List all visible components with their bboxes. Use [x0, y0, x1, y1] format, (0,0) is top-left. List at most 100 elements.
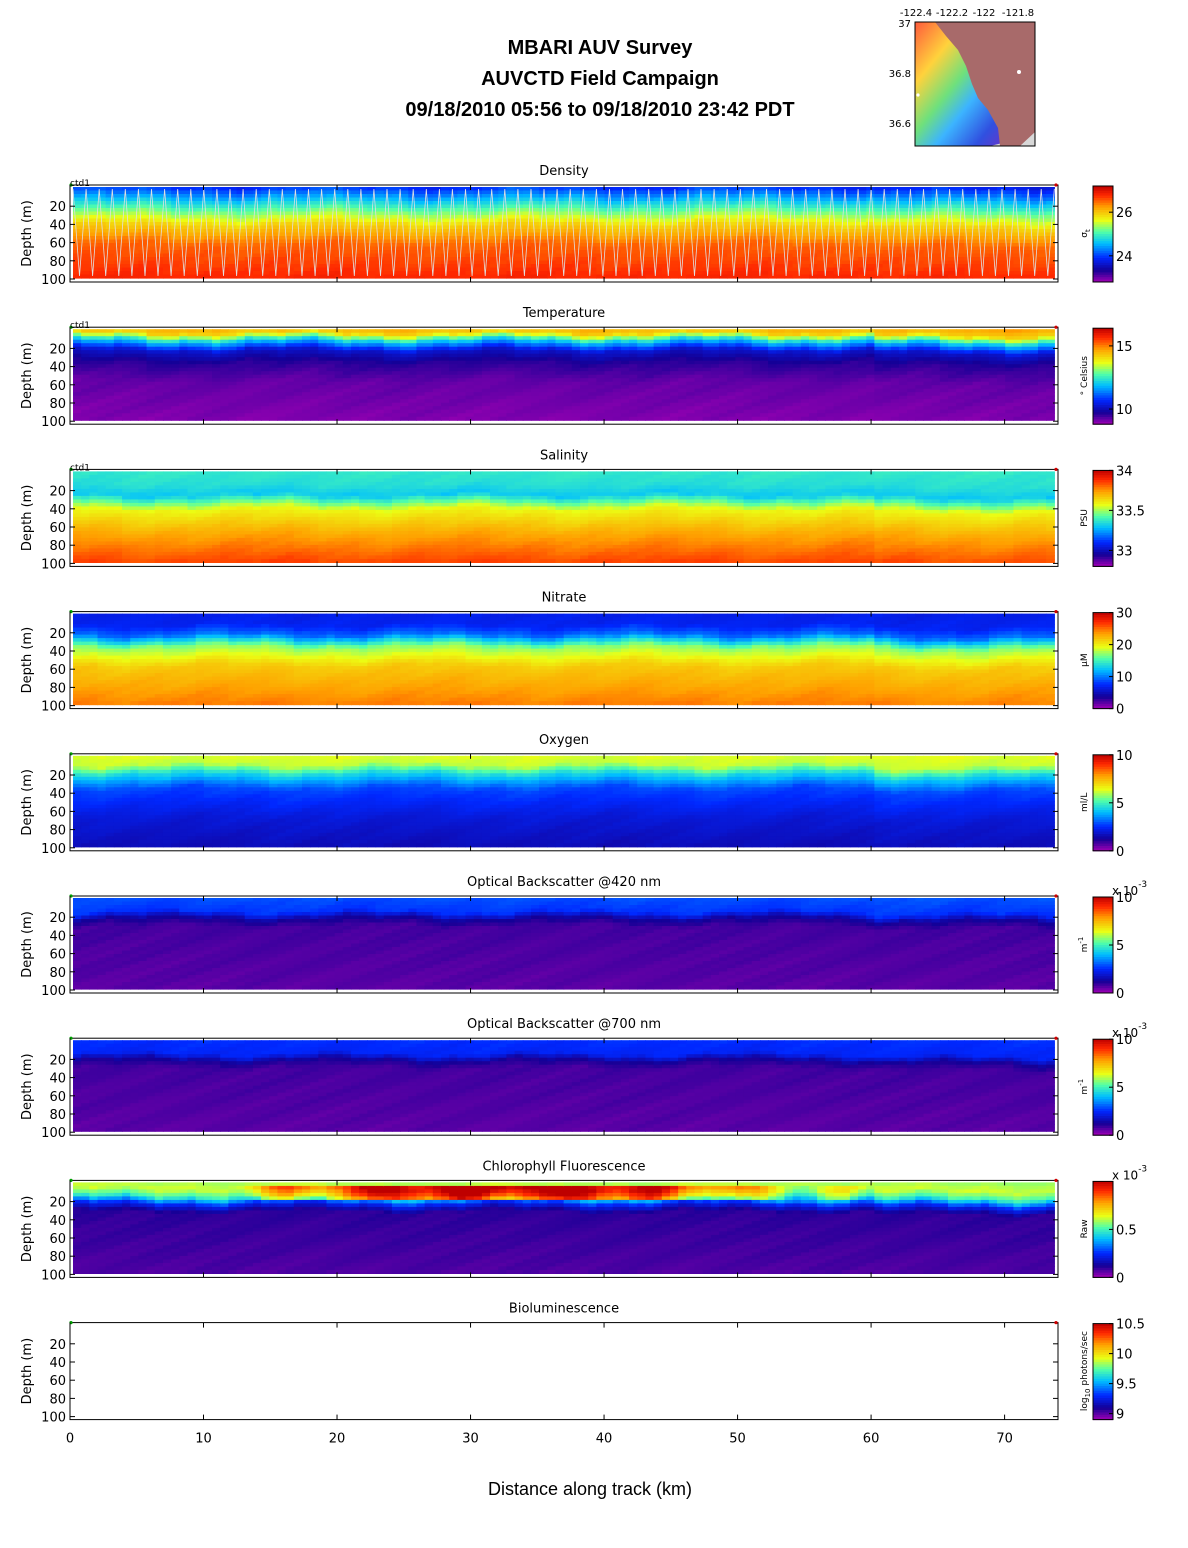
data-cell [997, 187, 1006, 192]
data-cell [400, 399, 409, 404]
data-cell [252, 371, 262, 376]
data-cell [334, 413, 344, 418]
data-cell [580, 218, 589, 223]
data-cell [506, 257, 516, 262]
data-cell [710, 250, 720, 255]
data-cell [351, 388, 360, 393]
data-cell [441, 385, 450, 390]
data-cell [73, 388, 82, 393]
data-cell [890, 257, 900, 262]
data-cell [743, 218, 753, 223]
data-cell [547, 194, 557, 199]
data-cell [351, 197, 360, 202]
data-cell [179, 385, 189, 390]
data-cell [97, 371, 107, 376]
data-cell [203, 260, 213, 265]
data-cell [506, 204, 516, 209]
data-cell [293, 416, 303, 421]
data-cell [1005, 222, 1015, 227]
data-cell [530, 187, 540, 192]
data-cell [441, 374, 450, 379]
data-cell [620, 350, 630, 355]
data-cell [1037, 267, 1047, 272]
data-cell [735, 253, 745, 258]
data-cell [342, 264, 352, 269]
data-cell [220, 343, 229, 348]
data-cell [825, 267, 835, 272]
colorbar-segment [1093, 253, 1113, 257]
data-cell [277, 329, 287, 334]
data-cell [555, 346, 565, 351]
data-cell [808, 267, 818, 272]
data-cell [367, 274, 377, 279]
data-cell [391, 271, 401, 276]
data-cell [498, 190, 508, 195]
data-cell [948, 204, 957, 209]
data-cell [342, 371, 352, 376]
data-cell [293, 197, 303, 202]
data-cell [449, 343, 458, 348]
data-cell [171, 250, 180, 255]
data-cell [187, 381, 197, 386]
data-cell [457, 225, 467, 230]
data-cell [833, 253, 843, 258]
data-cell [686, 274, 696, 279]
data-cell [318, 392, 328, 397]
data-cell [105, 399, 115, 404]
data-cell [964, 190, 974, 195]
data-cell [187, 190, 197, 195]
data-cell [604, 211, 614, 216]
data-cell [113, 343, 123, 348]
data-cell [1029, 225, 1039, 230]
data-cell [481, 395, 491, 400]
data-cell [375, 229, 385, 234]
data-cell [187, 346, 197, 351]
data-cell [220, 357, 229, 362]
data-cell [285, 187, 295, 192]
data-cell [972, 194, 982, 199]
data-cell [367, 243, 377, 248]
data-cell [122, 350, 131, 355]
data-cell [890, 267, 900, 272]
data-cell [980, 264, 990, 269]
data-cell [972, 229, 982, 234]
data-cell [138, 332, 148, 337]
data-cell [375, 253, 385, 258]
data-cell [612, 385, 622, 390]
data-cell [212, 253, 221, 258]
data-cell [195, 194, 205, 199]
data-cell [342, 339, 352, 344]
data-cell [187, 416, 197, 421]
data-cell [686, 232, 696, 237]
data-cell [195, 190, 205, 195]
data-cell [465, 367, 475, 372]
data-cell [506, 239, 516, 244]
data-cell [342, 232, 352, 237]
data-cell [105, 197, 115, 202]
data-cell [162, 371, 172, 376]
data-cell [890, 204, 900, 209]
data-cell [130, 406, 140, 411]
data-cell [326, 360, 336, 365]
data-cell [367, 413, 377, 418]
data-cell [391, 332, 401, 337]
data-cell [113, 381, 123, 386]
data-cell [498, 416, 508, 421]
data-cell [89, 385, 99, 390]
data-cell [408, 329, 418, 334]
data-cell [506, 346, 516, 351]
data-cell [146, 388, 156, 393]
data-cell [342, 360, 352, 365]
data-cell [351, 416, 360, 421]
data-cell [890, 274, 900, 279]
data-cell [162, 364, 172, 369]
data-cell [743, 222, 753, 227]
data-cell [432, 197, 442, 202]
data-cell [318, 253, 328, 258]
data-cell [1029, 243, 1039, 248]
data-cell [555, 360, 565, 365]
data-cell [187, 343, 197, 348]
data-cell [73, 225, 82, 230]
data-cell [890, 190, 900, 195]
data-cell [432, 367, 442, 372]
